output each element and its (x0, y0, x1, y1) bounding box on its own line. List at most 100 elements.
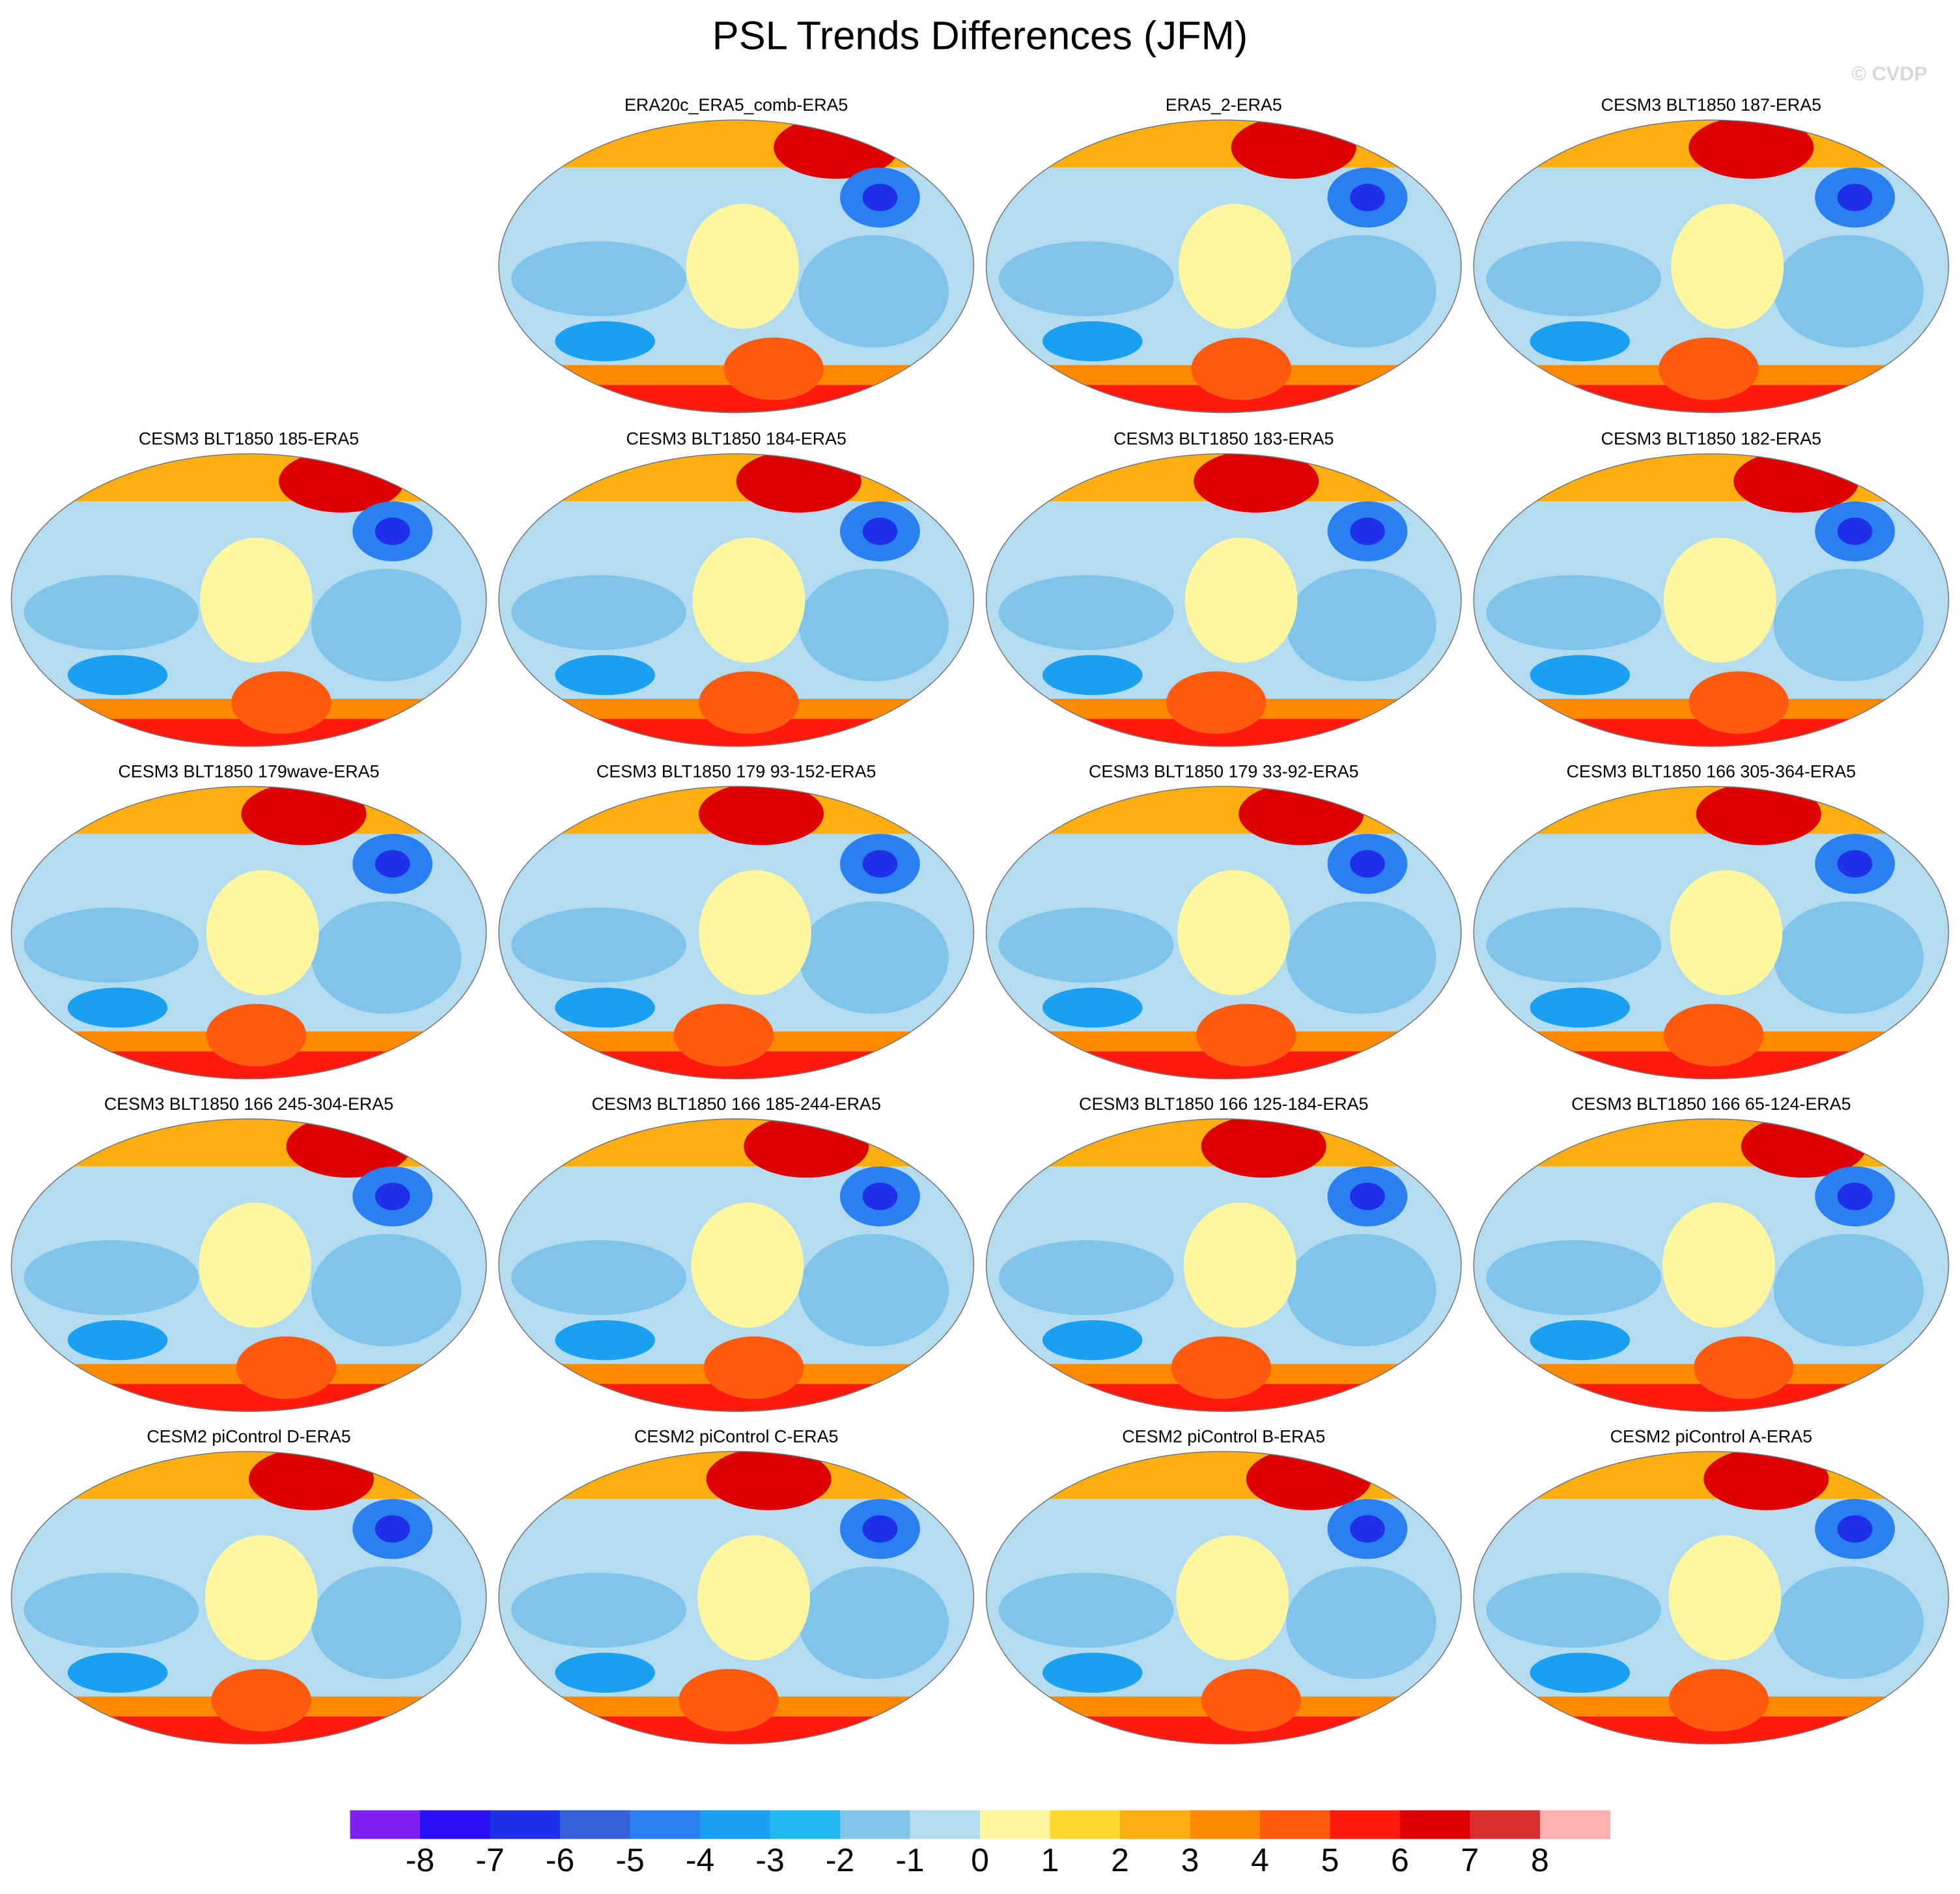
colorbar-box (350, 1810, 421, 1839)
map (986, 453, 1461, 746)
colorbar-label: -4 (686, 1842, 714, 1878)
panel-title: CESM3 BLT1850 185-ERA5 (139, 429, 359, 449)
north-band (1474, 1118, 1949, 1166)
outline (10, 1118, 487, 1412)
north-high (1696, 786, 1821, 845)
colorbar-box (490, 1810, 561, 1839)
low-east (798, 569, 949, 682)
colorbar-box (420, 1810, 491, 1839)
north-band (499, 1118, 974, 1166)
low-east (1286, 1566, 1436, 1679)
panel-title: ERA5_2-ERA5 (1166, 95, 1282, 115)
high-center (1184, 537, 1298, 663)
high-center (697, 1535, 810, 1661)
panel-title: CESM3 BLT1850 166 245-304-ERA5 (104, 1094, 393, 1114)
high-center (1176, 1535, 1289, 1661)
colorbar-box (1119, 1810, 1191, 1839)
south-high (231, 671, 331, 734)
north-band (1474, 453, 1949, 502)
north-low-core (1837, 1182, 1873, 1211)
north-high (706, 1451, 832, 1510)
map (1474, 786, 1949, 1079)
map (986, 1118, 1461, 1412)
low-east (311, 1234, 462, 1347)
north-low-core (862, 184, 898, 212)
map (1474, 453, 1949, 746)
north-high (241, 786, 367, 845)
outline (498, 1450, 975, 1745)
south-high (211, 1669, 312, 1732)
panel-title: CESM3 BLT1850 166 65-124-ERA5 (1571, 1094, 1851, 1114)
north-low-core (374, 1182, 410, 1211)
low-east (1286, 569, 1436, 682)
south-high (1688, 671, 1789, 734)
panel-title: CESM2 piControl D-ERA5 (147, 1426, 350, 1446)
panel-title: CESM2 piControl A-ERA5 (1610, 1426, 1813, 1446)
north-high (699, 786, 824, 845)
colorbar-box (1330, 1810, 1401, 1839)
south-high (1166, 671, 1267, 734)
high-center (1183, 1202, 1296, 1328)
map (11, 786, 486, 1079)
colorbar-label: 2 (1111, 1842, 1129, 1878)
low-west (511, 241, 686, 317)
low-east (1773, 1234, 1924, 1347)
low-west (1486, 1240, 1662, 1316)
high-center (1179, 203, 1291, 329)
north-low-core (862, 517, 898, 545)
north-high (1246, 1451, 1371, 1510)
south-low (1042, 321, 1143, 361)
low-east (311, 569, 462, 682)
high-center (204, 1535, 318, 1661)
outline (10, 1450, 487, 1745)
north-band (11, 453, 486, 502)
south-low (1042, 1320, 1143, 1361)
south-high (699, 671, 799, 734)
outline (985, 1118, 1462, 1412)
low-west (1486, 574, 1662, 651)
panel-title: CESM3 BLT1850 179 93-152-ERA5 (596, 761, 876, 781)
colorbar-box (700, 1810, 771, 1839)
low-east (1286, 234, 1436, 348)
colorbar-box (560, 1810, 631, 1839)
low-west (1486, 1572, 1662, 1648)
south-low (1530, 1320, 1631, 1361)
south-low (1530, 987, 1631, 1028)
south-low (555, 321, 655, 361)
outline (10, 785, 487, 1080)
colorbar-label: 3 (1181, 1842, 1199, 1878)
low-west (23, 1240, 199, 1316)
panel-title: ERA20c_ERA5_comb-ERA5 (624, 95, 848, 115)
colorbar-box (1539, 1810, 1610, 1839)
low-west (998, 241, 1174, 317)
outline (498, 453, 975, 747)
low-west (1486, 241, 1662, 317)
low-west (998, 907, 1174, 983)
low-east (798, 1566, 949, 1679)
north-low-core (1350, 1182, 1385, 1211)
outline (985, 785, 1462, 1080)
south-low (1530, 1652, 1631, 1693)
south-low (555, 987, 655, 1028)
high-center (1663, 537, 1776, 663)
north-low-core (1837, 517, 1873, 545)
outline (1473, 1118, 1950, 1412)
low-west (998, 574, 1174, 651)
panel-title: CESM2 piControl C-ERA5 (634, 1426, 838, 1446)
low-west (1486, 907, 1662, 983)
panel-title: CESM3 BLT1850 179wave-ERA5 (119, 761, 380, 781)
high-center (206, 869, 319, 995)
outline (1473, 785, 1950, 1080)
panel-title: CESM3 BLT1850 187-ERA5 (1601, 95, 1821, 115)
map (499, 1451, 974, 1744)
south-high (1196, 1004, 1296, 1067)
low-west (23, 1572, 199, 1648)
south-high (1201, 1669, 1302, 1732)
colorbar-label: 5 (1321, 1842, 1339, 1878)
colorbar-box (910, 1810, 981, 1839)
map (1474, 1118, 1949, 1412)
south-low (1042, 655, 1143, 696)
high-center (1662, 1202, 1775, 1328)
south-low (555, 1652, 655, 1693)
figure-title: PSL Trends Differences (JFM) (712, 14, 1248, 59)
